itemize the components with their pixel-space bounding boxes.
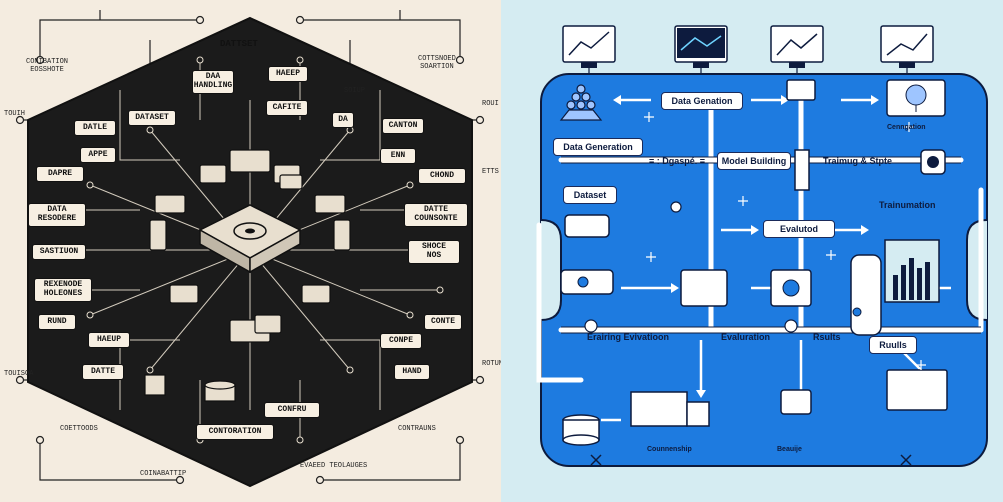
right-panel-pipeline-diagram: Data Genation Data Generation = : Dgaspé… <box>501 0 1003 502</box>
box-ruulls: Ruulls <box>869 336 917 354</box>
ext-label-right-bottom: ROTUNU <box>482 360 508 368</box>
box-evaluted: Evalutod <box>763 220 835 238</box>
box-contoration: CONTORATION <box>196 424 274 440</box>
box-enn: ENN <box>380 148 416 164</box>
box-conpe: CONPE <box>380 333 422 349</box>
ext-label-left-bottom: TOUISOA <box>4 370 34 378</box>
ext-label-top-left: CONIBATION EOSSHOTE <box>26 58 69 75</box>
box-datte-counsonte: DATTE COUNSONTE <box>404 203 468 227</box>
ext-label-bottom-left: COETTOODS <box>60 425 98 433</box>
box-dapre: DAPRE <box>36 166 84 182</box>
box-rexenode: REXENODE HOLEONES <box>34 278 92 302</box>
ext-label-right-mid: ETTS <box>482 168 499 176</box>
ext-label-left-top: TOUIH <box>4 110 26 118</box>
box-daa-handling: DAA HANDLING <box>192 70 234 94</box>
box-da: DA <box>332 112 354 128</box>
label-rsults: Rsults <box>813 332 841 342</box>
label-erairing-evivatioon: Erairing Evivatioon <box>587 332 670 342</box>
box-conte: CONTE <box>424 314 462 330</box>
box-haeup: HAEUP <box>88 332 130 348</box>
box-dataset: DATASET <box>128 110 176 126</box>
box-model-building: Model Building <box>717 152 791 170</box>
label-cenngation: Cenngation <box>887 124 926 131</box>
box-sastiuon: SASTIUON <box>32 244 86 260</box>
box-cafite: CAFITE <box>266 100 308 116</box>
diagram-title: DATTSET <box>220 39 258 49</box>
central-processor-icon <box>198 204 302 274</box>
ext-label-right-top: ROUI <box>482 100 499 108</box>
ext-label-top-right: COTTSNOED SOARTION <box>418 55 456 72</box>
ext-label-bottom-right-2: EVAEED TEOLAUGES <box>300 462 368 470</box>
box-hand: HAND <box>394 364 430 380</box>
box-appe: APPE <box>80 147 116 163</box>
label-beauije: Beauije <box>777 446 802 453</box>
label-counnenship: Counnenship <box>647 446 692 453</box>
label-training-state: Traimug & Stpte <box>823 156 893 166</box>
left-panel-circuit-diagram: DATTSET CONIBATION EOSSHOTE COTTSNOED SOAR… <box>0 0 507 502</box>
ext-label-bottom-center: COINABATTIP <box>140 470 187 478</box>
ext-label-bottom-right: CONTRAUNS <box>398 425 436 433</box>
label-dgaspe: = : Dgaspé. = <box>649 156 706 166</box>
box-rund: RUND <box>38 314 76 330</box>
ext-label-small-top: SOIUP <box>344 87 366 95</box>
ml-pipeline-graphic <box>536 25 988 467</box>
box-data-genation: Data Genation <box>661 92 743 110</box>
box-shoce-nos: SHOCE NOS <box>408 240 460 264</box>
label-trainumation: Trainumation <box>879 200 936 210</box>
box-dataset: Dataset <box>563 186 617 204</box>
box-canton: CANTON <box>382 118 424 134</box>
box-haeep: HAEEP <box>268 66 308 82</box>
box-data-generation: Data Generation <box>553 138 643 156</box>
box-data-resodere: DATA RESODERE <box>28 203 86 227</box>
box-confru: CONFRU <box>264 402 320 418</box>
circuit-hexagon-graphic <box>15 10 485 488</box>
box-datte: DATTE <box>82 364 124 380</box>
label-evaluration: Evaluration <box>721 332 771 342</box>
box-chond: CHOND <box>418 168 466 184</box>
box-datle: DATLE <box>74 120 116 136</box>
